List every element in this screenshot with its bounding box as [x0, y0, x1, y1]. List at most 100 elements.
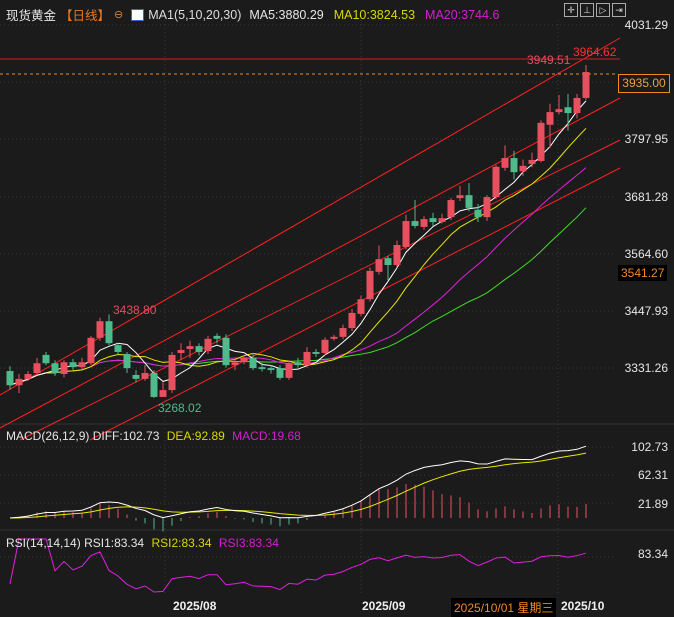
candle-body — [24, 373, 32, 379]
crosshair-date-label: 2025/10/01 星期三 — [451, 598, 557, 617]
candle-body — [366, 270, 374, 300]
candle-body — [555, 109, 563, 113]
candle-body — [573, 97, 581, 114]
ma10-value: MA10:3824.53 — [333, 7, 416, 22]
candle-body — [231, 362, 239, 366]
candle-body — [465, 195, 473, 208]
swing-high-label: 3438.80 — [113, 303, 157, 317]
candle-body — [276, 368, 284, 378]
candle-body — [114, 345, 122, 352]
diff-line — [9, 445, 587, 519]
marker-price-label: 3541.27 — [618, 265, 668, 281]
chart-header: 现货黄金 【日线】 ⊖ MA1(5,10,20,30) MA5:3880.29 … — [6, 5, 499, 24]
candle-body — [510, 158, 518, 173]
candle-body — [393, 244, 401, 266]
candle-body — [78, 362, 86, 368]
exit-icon[interactable]: ⇥ — [612, 3, 626, 17]
ma-settings-label[interactable]: MA1(5,10,20,30) — [148, 7, 242, 22]
candle-body — [537, 122, 545, 161]
candle-body — [285, 363, 293, 378]
candle-body — [105, 321, 113, 344]
crosshair-icon[interactable]: ✛ — [564, 3, 578, 17]
candle-body — [195, 346, 203, 352]
candle-body — [357, 299, 365, 314]
candle-body — [51, 363, 59, 373]
ma20-value: MA20:3744.6 — [425, 7, 500, 22]
channel-line — [19, 139, 621, 441]
candle-body — [582, 72, 590, 98]
candle-body — [483, 197, 491, 218]
candle-body — [330, 336, 338, 339]
candle-body — [33, 363, 41, 373]
ma5-value: MA5:3880.29 — [249, 7, 324, 22]
candle-body — [204, 338, 212, 352]
instrument-title[interactable]: 现货黄金 — [6, 9, 57, 23]
x-tick: 2025/09 — [362, 599, 406, 613]
range-icon[interactable]: ⊥ — [580, 3, 594, 17]
candle-body — [42, 354, 50, 364]
candle-body — [87, 337, 95, 364]
y-tick: 3797.95 — [624, 132, 668, 146]
candle-body — [222, 337, 230, 366]
macd-legend: MACD(26,12,9) DIFF:102.73 DEA:92.89 MACD… — [6, 429, 301, 443]
candle-body — [267, 368, 275, 371]
macd-title: MACD(26,12,9) — [6, 429, 90, 443]
candle-body — [60, 362, 68, 374]
candle-body — [546, 112, 554, 125]
rsi3: RSI3:83.34 — [218, 536, 279, 550]
period-selector[interactable]: 【日线】 — [60, 9, 111, 23]
candle-body — [96, 321, 104, 338]
candle-body — [348, 312, 356, 329]
candle-body — [294, 362, 302, 366]
candle-body — [6, 371, 14, 386]
high-label: 3949.51 — [527, 53, 571, 67]
candle-body — [411, 221, 419, 226]
rsi-title: RSI(14,14,14) — [6, 536, 81, 550]
rsi1: RSI1:83.34 — [84, 536, 145, 550]
candle-body — [438, 218, 446, 223]
candle-body — [564, 107, 572, 114]
candle-body — [519, 165, 527, 172]
candle-body — [402, 221, 410, 247]
y-tick: 3564.60 — [624, 247, 668, 261]
candle-body — [429, 218, 437, 223]
candle-body — [447, 200, 455, 218]
candle-body — [375, 259, 383, 272]
rsi2: RSI2:83.34 — [151, 536, 212, 550]
candle-body — [213, 335, 221, 339]
x-tick: 2025/10 — [561, 599, 605, 613]
chart-toolbar: ✛ ⊥ ▷ ⇥ — [564, 3, 626, 17]
play-icon[interactable]: ▷ — [596, 3, 610, 17]
collapse-circle-icon[interactable]: ⊖ — [114, 9, 124, 21]
candle-body — [456, 195, 464, 199]
candle-body — [15, 378, 23, 386]
candle-body — [123, 353, 131, 369]
x-tick: 2025/08 — [173, 599, 217, 613]
macd-hist: MACD:19.68 — [232, 429, 301, 443]
candle-body — [492, 166, 500, 198]
y-tick: 3681.28 — [624, 190, 668, 204]
candle-body — [168, 354, 176, 391]
current-price-label: 3935.00 — [618, 74, 670, 93]
candle-body — [303, 351, 311, 366]
candle-body — [249, 357, 257, 369]
line-label: 3964.62 — [573, 45, 617, 59]
candle-body — [258, 367, 266, 370]
macd-tick: 102.73 — [631, 440, 668, 454]
ma10-line — [9, 127, 587, 386]
rsi-legend: RSI(14,14,14) RSI1:83.34 RSI2:83.34 RSI3… — [6, 536, 279, 550]
indicator-chart-icon[interactable] — [131, 8, 145, 21]
candle-body — [141, 372, 149, 379]
macd-tick: 21.89 — [637, 497, 668, 511]
candle-body — [186, 346, 194, 350]
candle-body — [420, 219, 428, 227]
candle-body — [501, 158, 509, 168]
candle-body — [177, 350, 185, 353]
y-tick: 3331.26 — [624, 361, 668, 375]
macd-tick: 62.31 — [637, 468, 668, 482]
candle-body — [159, 390, 167, 397]
candle-body — [132, 374, 140, 379]
y-tick: 4031.29 — [624, 18, 668, 32]
candle-body — [474, 209, 482, 218]
